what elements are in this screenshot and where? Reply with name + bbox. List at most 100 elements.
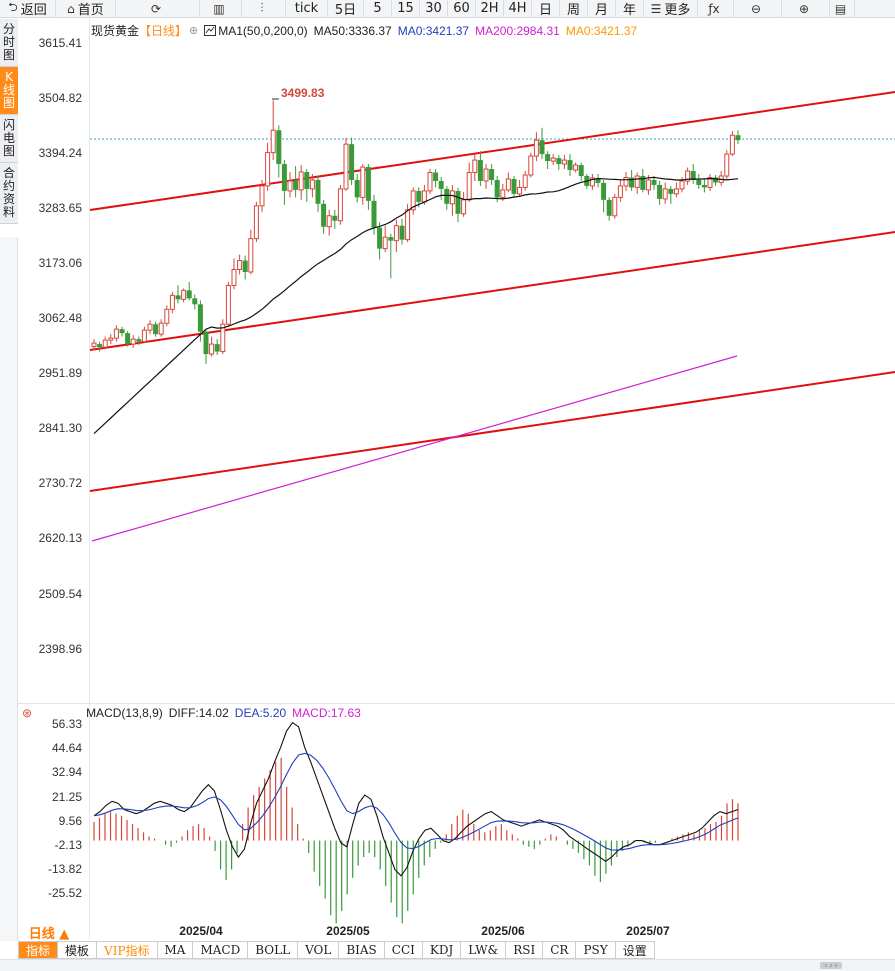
indicator-tab-vip[interactable]: VIP指标 xyxy=(97,941,158,959)
date-axis-label: 2025/04 xyxy=(179,924,223,938)
indicator-tab-[interactable]: 指标 xyxy=(18,941,59,959)
candle xyxy=(545,151,551,170)
candle xyxy=(203,329,209,364)
indicator-tab-[interactable]: 设置 xyxy=(615,941,655,959)
macd-legend: ⊛ MACD(13,8,9) DIFF:14.02 DEA:5.20 MACD:… xyxy=(22,706,361,720)
candle xyxy=(567,154,573,176)
candle xyxy=(343,137,349,191)
price-axis-label: 3504.82 xyxy=(38,91,82,106)
candle xyxy=(141,326,147,344)
candle xyxy=(287,172,293,198)
candle xyxy=(315,175,321,213)
toolbar-item-9[interactable]: 30 xyxy=(420,0,448,18)
candle xyxy=(466,162,472,202)
candle xyxy=(332,209,338,229)
candle xyxy=(561,155,567,170)
back-arrow-icon: ⮌ xyxy=(8,0,18,14)
candle xyxy=(365,164,371,210)
toolbar-item-12[interactable]: 4H xyxy=(504,0,532,18)
candle xyxy=(528,152,534,178)
side-tab-2[interactable]: 闪电图 xyxy=(0,115,18,163)
toolbar-label: 4H xyxy=(508,1,527,16)
toolbar-item-8[interactable]: 15 xyxy=(392,0,420,18)
toolbar-item-3[interactable]: ▥ xyxy=(200,0,242,18)
toolbar-item-21[interactable]: ▤ xyxy=(830,0,855,18)
side-tab-3[interactable]: 合约资料 xyxy=(0,163,18,224)
settings-gear-icon[interactable]: ⊕ xyxy=(189,25,199,37)
candle xyxy=(735,130,741,145)
macd-axis-label: -2.13 xyxy=(54,838,82,852)
candle xyxy=(360,164,366,205)
indicator-tab-ma[interactable]: MA xyxy=(157,941,194,959)
ma200-line xyxy=(91,355,738,542)
candle xyxy=(242,255,248,280)
toolbar-item-18[interactable]: ƒx xyxy=(698,0,734,18)
toolbar-item-13[interactable]: 日 xyxy=(532,0,560,18)
candle xyxy=(377,222,383,260)
instrument-name: 现货黄金 xyxy=(91,24,140,38)
candle xyxy=(186,281,192,301)
fx-icon: ƒx xyxy=(708,1,720,16)
candle xyxy=(589,174,595,190)
indicator-tab-[interactable]: 模板 xyxy=(58,941,98,959)
toolbar-item-20[interactable]: ⊕ xyxy=(782,0,830,18)
indicator-tab-kdj[interactable]: KDJ xyxy=(422,941,462,959)
ma0-value-b: MA0:3421.37 xyxy=(565,23,638,38)
trend-channel-line[interactable] xyxy=(89,371,895,492)
toolbar-item-11[interactable]: 2H xyxy=(476,0,504,18)
toolbar-item-5[interactable]: tick xyxy=(286,0,328,18)
toolbar-item-1[interactable]: ⌂ 首页 xyxy=(56,0,116,18)
period-selector-button[interactable]: 日线 ▲ xyxy=(18,923,80,942)
price-axis-label: 2509.54 xyxy=(38,586,82,601)
toolbar-item-6[interactable]: 5日 xyxy=(328,0,364,18)
candle xyxy=(158,319,164,337)
candle xyxy=(337,184,343,225)
indicator-tab-vol[interactable]: VOL xyxy=(298,941,340,959)
indicator-tab-cci[interactable]: CCI xyxy=(384,941,423,959)
ma0-value-a: MA0:3421.37 xyxy=(397,23,470,38)
candle xyxy=(382,225,388,253)
candle xyxy=(556,155,562,171)
resize-grip-icon[interactable] xyxy=(820,962,842,969)
candle xyxy=(175,285,181,304)
toolbar-item-14[interactable]: 周 xyxy=(560,0,588,18)
trend-channel-line[interactable] xyxy=(89,231,895,351)
indicator-tab-boll[interactable]: BOLL xyxy=(248,941,299,959)
toolbar-item-7[interactable]: 5 xyxy=(364,0,392,18)
indicator-tab-macd[interactable]: MACD xyxy=(193,941,249,959)
side-tab-0[interactable]: 分时图 xyxy=(0,19,18,67)
toolbar-item-0[interactable]: ⮌ 返回 xyxy=(0,0,56,18)
candle xyxy=(293,166,299,198)
toolbar-item-10[interactable]: 60 xyxy=(448,0,476,18)
indicator-tab-cr[interactable]: CR xyxy=(543,941,577,959)
indicator-tab-bias[interactable]: BIAS xyxy=(339,941,385,959)
left-rail xyxy=(0,237,18,941)
toolbar-label: tick xyxy=(294,1,319,16)
toolbar-item-4[interactable]: ⫶ xyxy=(242,0,286,18)
indicator-tab-lw[interactable]: LW& xyxy=(461,941,507,959)
candle xyxy=(573,162,579,173)
candle xyxy=(399,218,405,245)
macd-macd: MACD:17.63 xyxy=(292,706,361,720)
macd-axis-label: 44.64 xyxy=(51,741,82,756)
toolbar-item-19[interactable]: ⊖ xyxy=(734,0,782,18)
trend-channel-line[interactable] xyxy=(89,91,895,211)
toolbar-item-16[interactable]: 年 xyxy=(616,0,644,18)
indicator-tab-psy[interactable]: PSY xyxy=(576,941,616,959)
panel-separator xyxy=(18,703,895,704)
toolbar-item-17[interactable]: ☰ 更多 xyxy=(644,0,698,18)
candle xyxy=(393,219,399,253)
candle xyxy=(634,172,640,194)
indicator-tab-rsi[interactable]: RSI xyxy=(506,941,544,959)
candle xyxy=(169,291,175,314)
indicator-toggle-icon[interactable] xyxy=(204,25,217,36)
toolbar-item-2[interactable]: ⟳ xyxy=(116,0,200,18)
macd-settings-icon[interactable]: ⊛ xyxy=(22,706,33,720)
home-icon: ⌂ xyxy=(67,1,75,16)
toolbar-label: 月 xyxy=(594,3,608,18)
toolbar-item-15[interactable]: 月 xyxy=(588,0,616,18)
price-axis-label: 2841.30 xyxy=(38,421,82,436)
